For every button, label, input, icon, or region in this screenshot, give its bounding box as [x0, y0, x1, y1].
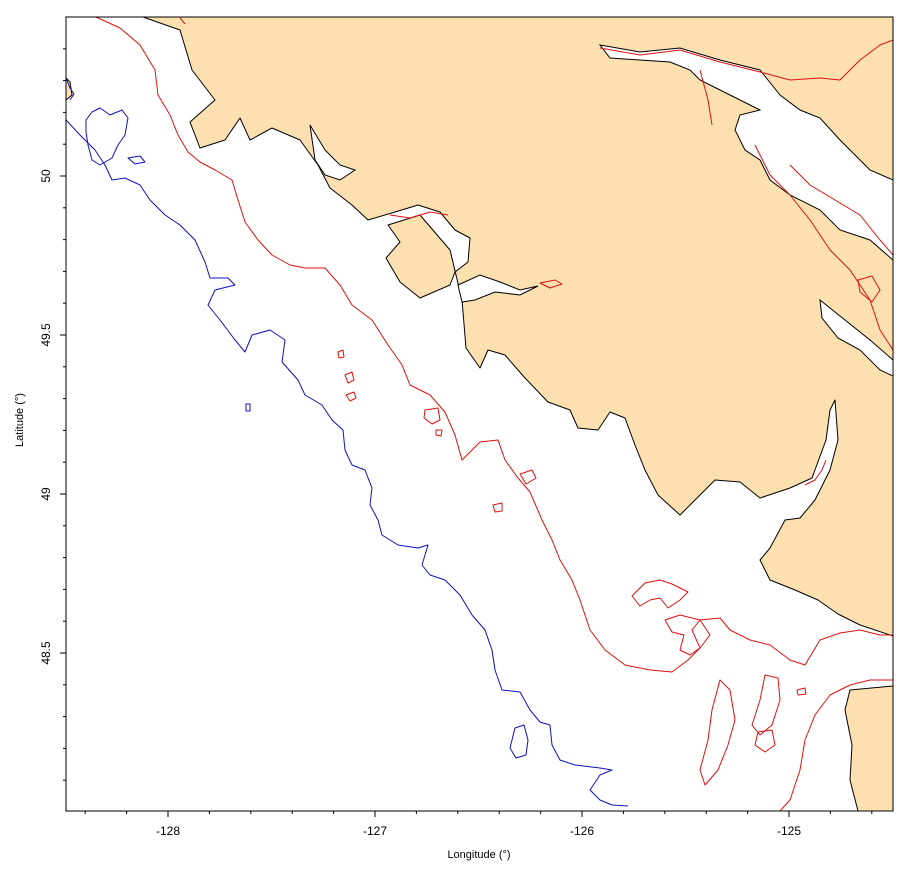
blue-depth-contour-upper [66, 77, 75, 101]
axis-ticks [60, 48, 873, 817]
x-axis-title: Longitude (°) [447, 849, 510, 861]
red-depth-contour-strait [539, 279, 563, 289]
blue-depth-contour-spot [127, 155, 146, 165]
y-tick-label: 50 [39, 169, 53, 183]
red-depth-contour-bank [699, 679, 736, 786]
red-depth-contour-inlet [699, 69, 713, 126]
red-depth-contour-inlet [179, 17, 186, 25]
inlet-water [598, 44, 893, 261]
red-depth-contour-spot [796, 687, 807, 696]
red-depth-contour-strait [789, 164, 893, 256]
blue-depth-contour-spot [509, 724, 529, 759]
red-depth-contour-spot [344, 371, 355, 384]
red-depth-contour-strait [857, 275, 881, 303]
red-depth-contour-inlet [599, 39, 893, 81]
olympic-peninsula-land [844, 685, 893, 811]
red-depth-contour-bank [754, 729, 776, 753]
red-depth-contour-spot [345, 391, 357, 402]
plot-frame [65, 16, 894, 812]
x-tick-label: -125 [777, 824, 801, 838]
y-tick-label: 49.5 [39, 323, 53, 347]
blue-depth-contour-spot [245, 403, 251, 412]
red-depth-contour-bank [751, 674, 781, 736]
blue-depth-contour-upper [85, 107, 129, 166]
red-depth-contour-bank [519, 469, 537, 485]
red-depth-contour-spot [337, 349, 345, 359]
red-depth-contour-inlet [389, 211, 449, 219]
inlet-water [309, 124, 357, 181]
inlet-water [457, 274, 539, 303]
y-tick-label: 49 [39, 487, 53, 501]
x-tick-label: -128 [156, 824, 180, 838]
inlet-water [819, 298, 893, 377]
blue-depth-contour-slope [66, 119, 629, 807]
red-depth-contour-inlet [804, 459, 827, 486]
map-plot-area [66, 17, 893, 811]
x-tick-label: -126 [570, 824, 594, 838]
red-depth-contour-bank [631, 579, 689, 609]
x-tick-label: -127 [363, 824, 387, 838]
y-axis-title: Latitude (°) [14, 393, 26, 447]
red-depth-contour-bank [492, 502, 503, 513]
y-tick-label: 48.5 [39, 641, 53, 665]
red-depth-contour-spot [423, 407, 441, 425]
red-depth-contour-bank [664, 614, 711, 656]
red-depth-contour-shelf [95, 17, 893, 673]
coastal-island-land [66, 77, 73, 101]
red-depth-contour-spot [435, 429, 443, 437]
red-depth-contour-strait [754, 144, 893, 351]
red-depth-contour-offshore [779, 679, 893, 811]
